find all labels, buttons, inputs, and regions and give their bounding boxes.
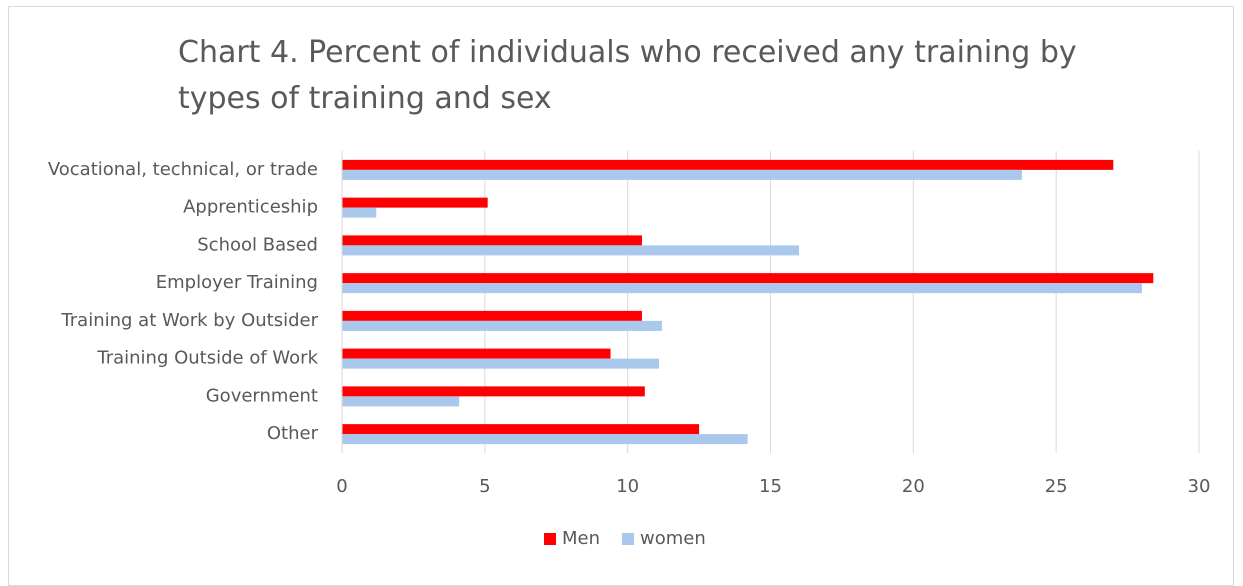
bar <box>342 348 611 359</box>
x-tick-label: 30 <box>1188 476 1211 497</box>
legend-swatch <box>622 533 635 545</box>
bar <box>342 396 460 407</box>
bar <box>342 320 662 331</box>
bar <box>342 358 660 369</box>
y-tick-label: Training Outside of Work <box>96 348 318 369</box>
y-tick-label: Employer Training <box>156 272 318 293</box>
bar <box>342 424 700 435</box>
x-tick-label: 10 <box>616 476 639 497</box>
legend-label: Men <box>562 528 600 549</box>
bar <box>342 169 1022 180</box>
x-tick-label: 15 <box>759 476 782 497</box>
bar <box>342 207 377 218</box>
bar <box>342 310 642 321</box>
y-tick-label: Training at Work by Outsider <box>60 310 318 331</box>
chart: 0 5 10 15 20 25 30 Vocational, technical, or tr… <box>48 151 1211 549</box>
bar <box>342 283 1142 294</box>
x-tick-label: 5 <box>479 476 490 497</box>
chart-title: Chart 4. Percent of individuals who rece… <box>178 35 1077 116</box>
bar <box>342 273 1154 284</box>
y-tick-label: School Based <box>197 234 318 255</box>
bar <box>342 235 642 246</box>
bar <box>342 245 800 256</box>
legend-label: women <box>640 528 706 549</box>
x-tick-label: 20 <box>902 476 925 497</box>
bar <box>342 159 1114 170</box>
y-tick-label: Government <box>206 385 318 406</box>
y-tick-label: Apprenticeship <box>183 197 318 218</box>
x-tick-label: 0 <box>336 476 347 497</box>
y-tick-label: Other <box>267 423 319 444</box>
y-tick-label: Vocational, technical, or trade <box>48 159 318 180</box>
x-tick-label: 25 <box>1045 476 1068 497</box>
bar <box>342 434 748 445</box>
legend-swatch <box>544 533 556 545</box>
bar <box>342 386 645 397</box>
bar <box>342 197 488 208</box>
